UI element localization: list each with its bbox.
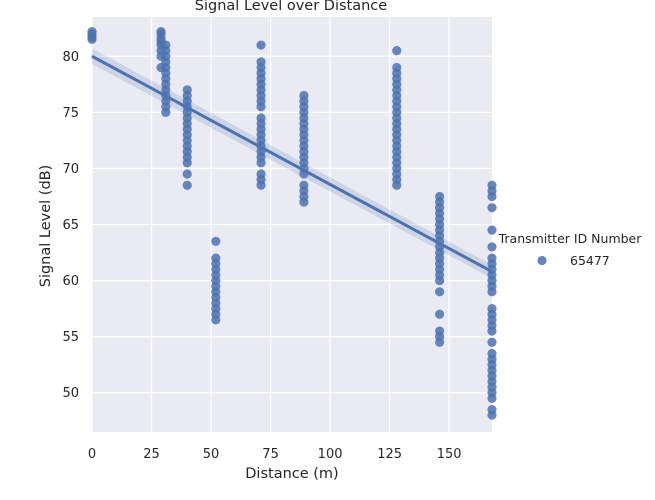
data-point: [435, 309, 445, 319]
x-tick-label: 0: [88, 447, 96, 462]
x-tick-label: 75: [262, 447, 279, 462]
y-tick-label: 80: [62, 50, 79, 65]
legend-label: 65477: [570, 253, 610, 268]
data-point: [211, 236, 221, 246]
data-point: [299, 90, 309, 101]
y-tick-labels: 50 55 60 65 70 75 80: [62, 50, 79, 401]
x-tick-label: 125: [377, 447, 402, 462]
data-point: [392, 46, 402, 56]
legend: Transmitter ID Number 65477: [498, 231, 643, 268]
data-point: [435, 326, 445, 336]
data-point: [435, 191, 445, 202]
data-point: [256, 169, 266, 179]
data-point: [487, 225, 497, 235]
data-point: [487, 203, 497, 213]
data-point: [487, 304, 497, 314]
data-point: [487, 404, 497, 415]
data-point: [256, 113, 266, 123]
data-point: [487, 348, 497, 359]
data-point: [182, 180, 192, 190]
y-tick-label: 55: [62, 330, 79, 345]
data-point: [156, 26, 166, 37]
x-axis-label: Distance (m): [245, 466, 338, 482]
regression-line: [91, 54, 493, 273]
data-point: [256, 57, 266, 67]
y-axis-label: Signal Level (dB): [38, 165, 54, 288]
chart-title: Signal Level over Distance: [195, 0, 387, 14]
data-point: [256, 40, 266, 50]
y-tick-label: 70: [62, 162, 79, 177]
data-point: [435, 287, 445, 297]
y-tick-label: 65: [62, 218, 79, 233]
data-point: [487, 180, 497, 190]
x-tick-label: 25: [143, 447, 160, 462]
data-point: [161, 40, 171, 50]
x-tick-label: 50: [203, 447, 220, 462]
x-tick-label: 150: [437, 447, 462, 462]
grid-lines: [91, 17, 492, 432]
x-tick-label: 100: [318, 447, 343, 462]
data-point: [182, 169, 192, 179]
legend-title: Transmitter ID Number: [498, 231, 643, 246]
data-point: [487, 242, 497, 252]
data-point: [182, 85, 192, 95]
legend-marker: [537, 255, 547, 266]
data-point: [87, 26, 97, 37]
data-point: [487, 337, 497, 347]
x-tick-labels: 0 25 50 75 100 125 150: [88, 447, 462, 462]
data-point: [487, 253, 497, 263]
data-point: [211, 253, 221, 263]
y-tick-label: 50: [62, 386, 79, 401]
y-tick-label: 75: [62, 106, 79, 121]
data-point: [299, 180, 309, 190]
data-points: [87, 26, 497, 420]
data-point: [392, 62, 402, 73]
y-tick-label: 60: [62, 274, 79, 289]
